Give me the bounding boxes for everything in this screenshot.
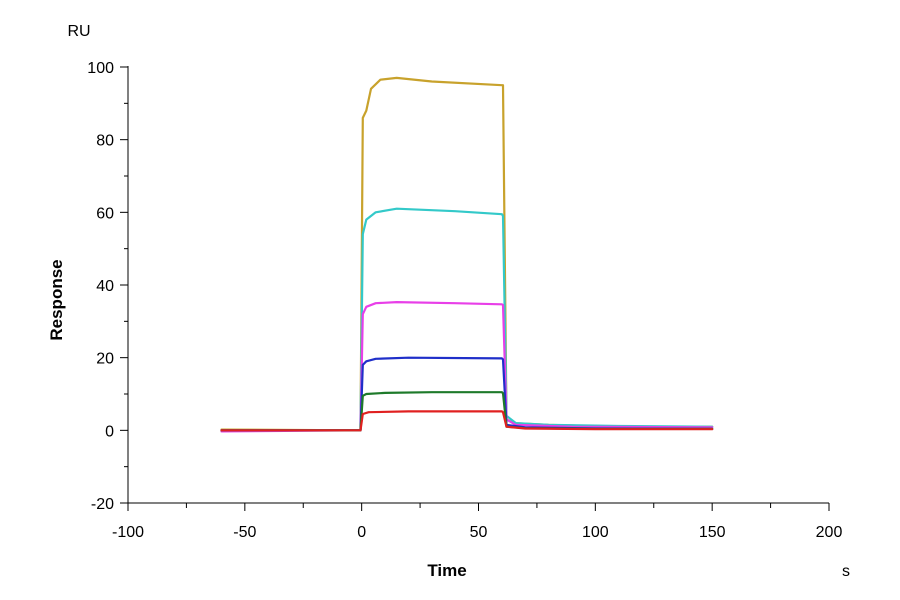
y-tick-label: 20 bbox=[96, 351, 114, 368]
y-tick-label: 0 bbox=[105, 423, 114, 440]
x-tick-label: 200 bbox=[816, 524, 843, 541]
x-tick-label: 100 bbox=[582, 524, 609, 541]
x-tick-label: 0 bbox=[357, 524, 366, 541]
x-tick-label: -100 bbox=[112, 524, 144, 541]
x-tick-label: 150 bbox=[699, 524, 726, 541]
x-tick-label: -50 bbox=[233, 524, 256, 541]
x-axis-title: Time bbox=[427, 561, 466, 580]
y-tick-label: 40 bbox=[96, 278, 114, 295]
x-tick-label: 50 bbox=[470, 524, 488, 541]
series-line-4 bbox=[222, 358, 713, 431]
x-unit-label: s bbox=[842, 563, 850, 580]
y-tick-label: 100 bbox=[87, 60, 114, 77]
y-unit-label: RU bbox=[67, 23, 90, 40]
y-tick-label: -20 bbox=[91, 496, 114, 513]
series-line-1 bbox=[222, 78, 713, 430]
series-layer bbox=[222, 78, 713, 432]
series-line-2 bbox=[222, 209, 713, 431]
y-axis-title: Response bbox=[47, 259, 66, 340]
y-tick-label: 60 bbox=[96, 205, 114, 222]
y-tick-label: 80 bbox=[96, 133, 114, 150]
axes: -100 -50 0 50 100 150 200 -20 0 20 40 60 80 100 bbox=[87, 60, 842, 541]
